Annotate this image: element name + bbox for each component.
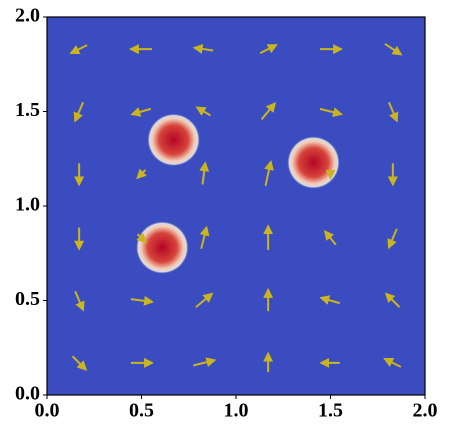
x-tick-label: 0.0 xyxy=(35,400,60,422)
x-tick-label: 1.0 xyxy=(224,400,249,422)
arrow xyxy=(387,101,399,123)
arrow xyxy=(71,355,88,371)
arrow xyxy=(323,229,337,246)
y-tick-label: 1.0 xyxy=(15,194,40,216)
y-tick-label: 1.5 xyxy=(15,99,40,121)
x-tick-label: 0.5 xyxy=(129,400,154,422)
arrow xyxy=(192,43,214,54)
arrow xyxy=(384,43,403,56)
arrow xyxy=(199,161,210,185)
arrow xyxy=(130,107,152,117)
arrow xyxy=(74,290,85,312)
blob xyxy=(135,221,189,275)
blob xyxy=(287,136,340,189)
y-tick-label: 0.5 xyxy=(15,288,40,310)
arrow xyxy=(136,168,147,180)
arrow xyxy=(199,225,210,249)
arrow xyxy=(195,292,214,308)
arrow xyxy=(73,101,85,123)
arrow xyxy=(264,160,274,186)
y-tick-label: 0.0 xyxy=(15,383,40,405)
arrow xyxy=(319,107,344,118)
y-tick-label: 2.0 xyxy=(15,5,40,27)
arrow xyxy=(195,106,211,117)
x-tick-label: 1.5 xyxy=(318,400,343,422)
x-tick-label: 2.0 xyxy=(413,400,438,422)
arrow xyxy=(136,232,147,244)
arrow xyxy=(259,44,278,54)
blob xyxy=(147,113,201,167)
arrow xyxy=(69,44,88,54)
arrow xyxy=(383,358,402,368)
arrow xyxy=(260,102,277,121)
arrow xyxy=(319,295,341,305)
arrow xyxy=(387,228,398,250)
plot-background xyxy=(47,17,425,395)
arrow xyxy=(193,357,217,368)
arrow xyxy=(130,295,155,306)
arrow xyxy=(384,292,401,308)
